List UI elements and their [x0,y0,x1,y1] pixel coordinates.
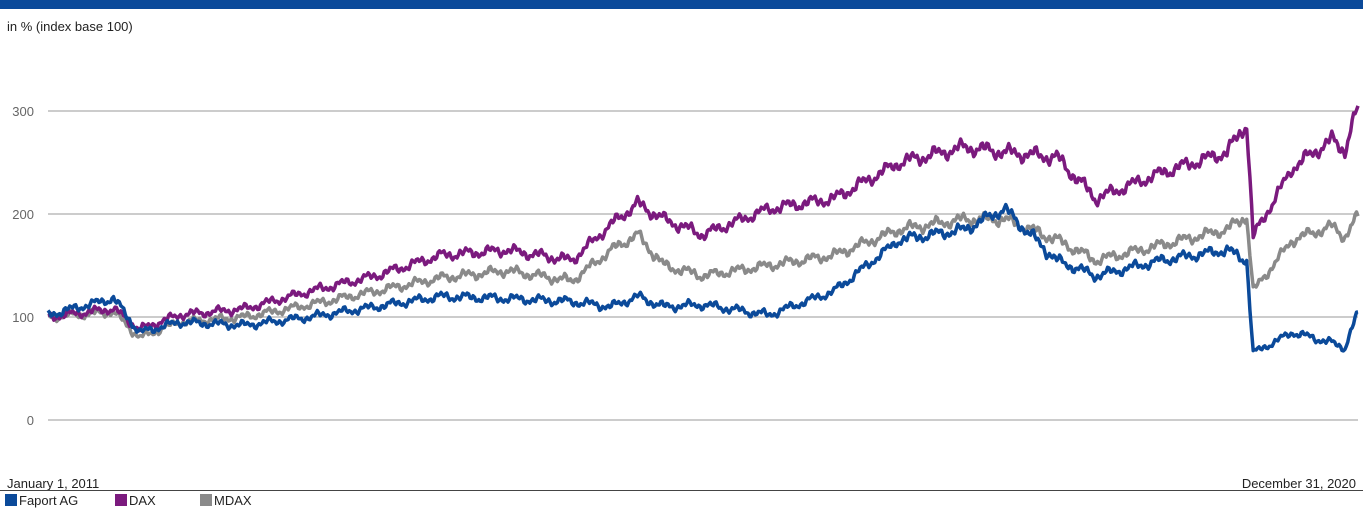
legend-label: Faport AG [19,493,79,508]
legend-swatch [115,494,127,506]
top-accent-bar [0,0,1363,9]
legend: Faport AG DAX MDAX [5,493,300,508]
legend-item-faport: Faport AG [5,493,115,508]
legend-item-dax: DAX [115,493,200,508]
legend-label: DAX [129,493,156,508]
x-end-label: December 31, 2020 [1241,476,1356,491]
series-line-mdax [47,210,1360,339]
series-line-faport-ag [46,202,1359,353]
series-line-dax [47,105,1360,333]
bottom-rule [0,490,1363,491]
y-tick-label: 300 [12,104,34,119]
y-tick-label: 100 [12,310,34,325]
legend-swatch [200,494,212,506]
x-start-label: January 1, 2011 [7,476,100,491]
legend-swatch [5,494,17,506]
y-tick-label: 200 [12,207,34,222]
legend-label: MDAX [214,493,252,508]
y-tick-label: 0 [27,413,34,428]
unit-label: in % (index base 100) [7,19,133,34]
legend-item-mdax: MDAX [200,493,300,508]
